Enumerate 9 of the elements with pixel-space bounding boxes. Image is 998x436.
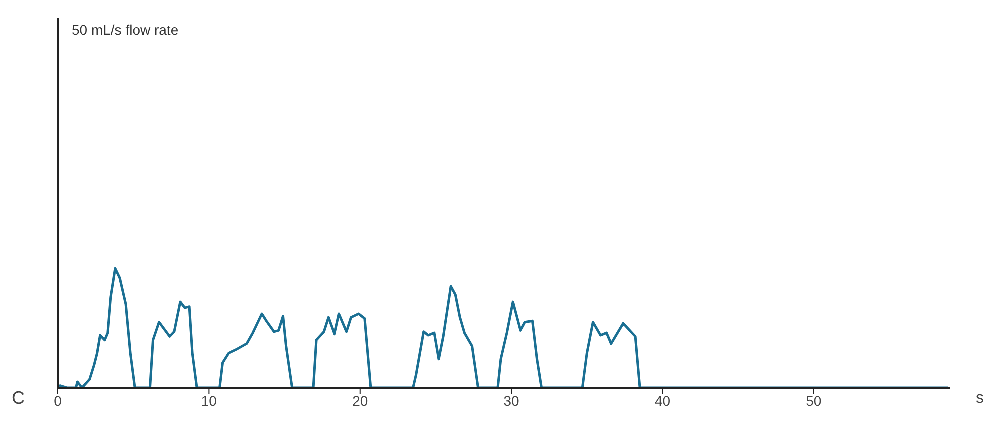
x-tick-label: 50 (806, 392, 822, 409)
x-tick-label: 10 (201, 392, 218, 409)
text: 50 mL/s flow rate (72, 22, 179, 38)
x-tick-label: 40 (654, 392, 671, 409)
x-tick-label: 30 (504, 392, 520, 409)
x-tick-label: 20 (352, 392, 368, 409)
x-axis-title: s (976, 390, 984, 408)
x-tick-label: 0 (54, 392, 62, 409)
text: C (12, 388, 25, 409)
